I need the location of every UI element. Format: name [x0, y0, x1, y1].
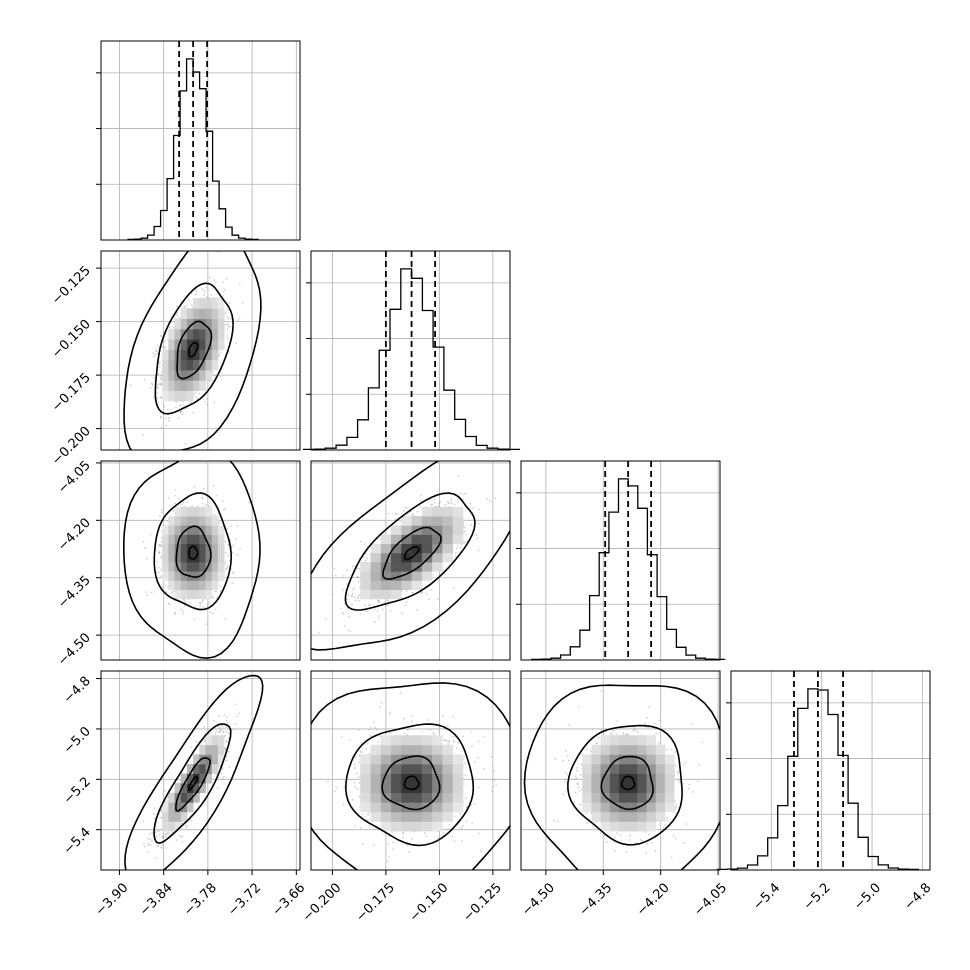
y-tick-label: −5.2 [61, 775, 94, 808]
y-tick-label: −5.0 [61, 724, 94, 757]
contour-1-0-0 [188, 341, 199, 358]
y-tick-label: −4.20 [55, 516, 94, 555]
x-tick-label: −4.8 [902, 880, 935, 913]
y-tick-label: −4.50 [55, 630, 94, 669]
x-tick-label: −4.05 [691, 880, 730, 919]
contour-3-0-2 [153, 723, 232, 844]
scatter-panel-2-0 [96, 460, 301, 661]
x-tick-label: −5.2 [801, 880, 834, 913]
x-tick-label: −0.125 [460, 880, 505, 925]
scatter-panel-3-2 [520, 670, 721, 875]
contour-3-0-3 [124, 674, 264, 870]
contour-3-2-3 [523, 684, 720, 870]
contour-3-0-0 [188, 776, 199, 792]
contour-2-1-3 [311, 461, 510, 651]
contour-1-0-2 [154, 282, 234, 415]
y-tick-label: −4.35 [55, 573, 94, 612]
x-tick-label: −3.84 [137, 880, 176, 919]
y-tick-label: −0.200 [49, 424, 94, 469]
x-tick-label: −4.20 [634, 880, 673, 919]
x-tick-label: −0.200 [300, 880, 345, 925]
x-tick-label: −4.35 [577, 880, 616, 919]
x-tick-label: −0.150 [407, 880, 452, 925]
contour-1-0-3 [123, 251, 262, 450]
scatter-panel-3-1 [310, 670, 511, 875]
x-tick-label: −4.50 [519, 880, 558, 919]
scatter-panel-1-0 [96, 250, 301, 451]
contour-3-1-2 [344, 723, 475, 847]
contour-1-0-1 [176, 320, 213, 380]
contour-3-1-0 [403, 775, 420, 791]
scatter-panel-3-0 [96, 670, 301, 875]
histogram-line-3 [716, 688, 920, 871]
x-tick-label: −0.175 [353, 880, 398, 925]
y-tick-label: −0.125 [49, 263, 94, 308]
contour-2-0-2 [153, 492, 233, 611]
contour-3-2-2 [567, 724, 683, 846]
contour-2-1-1 [382, 526, 442, 580]
contour-2-0-1 [175, 525, 212, 578]
x-tick-label: −3.78 [181, 880, 220, 919]
histogram-panel-1 [303, 250, 521, 451]
y-tick-label: −0.150 [49, 317, 94, 362]
scatter-panel-2-1 [310, 460, 511, 661]
y-tick-label: −4.8 [61, 674, 94, 707]
x-tick-label: −3.72 [225, 880, 264, 919]
x-tick-label: −3.90 [93, 880, 132, 919]
contour-2-0-3 [123, 461, 261, 660]
contour-2-0-0 [188, 545, 199, 560]
contour-3-1-3 [311, 682, 510, 870]
x-tick-label: −5.4 [750, 880, 783, 913]
x-tick-label: −5.0 [851, 880, 884, 913]
contour-3-1-1 [381, 755, 441, 811]
histogram-panel-2 [516, 460, 726, 661]
y-tick-label: −0.175 [49, 370, 94, 415]
contour-2-1-0 [403, 545, 420, 561]
histogram-panel-3 [716, 670, 931, 871]
histogram-panel-0 [96, 40, 301, 241]
contour-3-0-1 [175, 757, 211, 812]
y-tick-label: −5.4 [61, 825, 94, 858]
contour-2-1-2 [344, 492, 476, 611]
contour-3-2-0 [620, 775, 636, 791]
contour-3-2-1 [600, 755, 654, 811]
